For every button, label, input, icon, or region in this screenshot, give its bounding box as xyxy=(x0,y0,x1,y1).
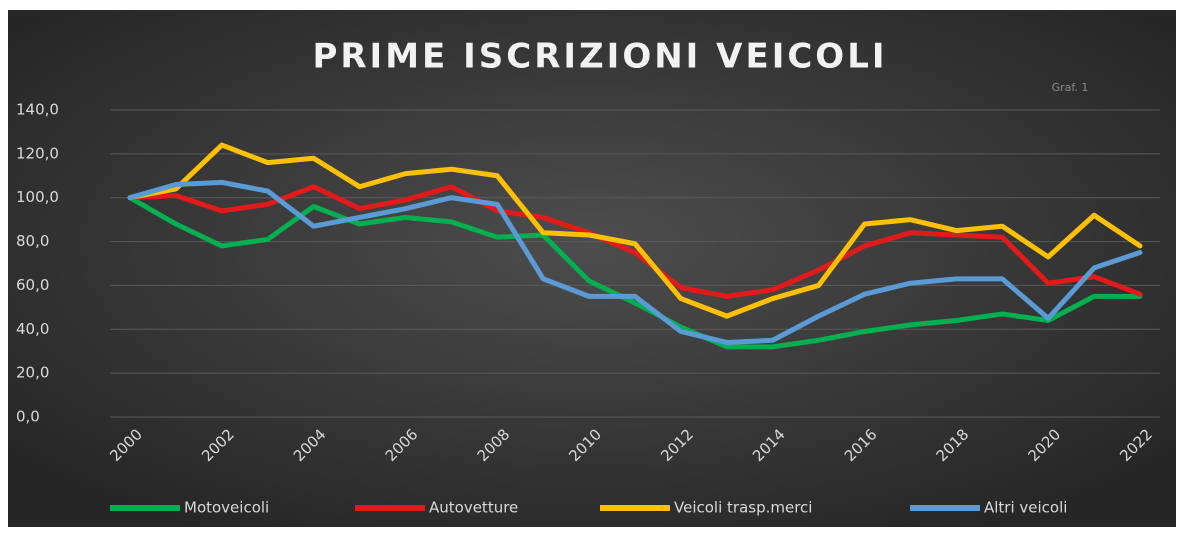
legend-label: Autovetture xyxy=(429,499,518,517)
chart-title: PRIME ISCRIZIONI VEICOLI xyxy=(312,37,887,77)
y-tick-label: 100,0 xyxy=(16,188,59,206)
y-tick-label: 40,0 xyxy=(16,320,49,338)
y-tick-label: 120,0 xyxy=(16,144,59,162)
line xyxy=(127,184,1143,299)
chart-background xyxy=(8,10,1176,527)
y-tick-label: 80,0 xyxy=(16,232,49,250)
y-tick-label: 0,0 xyxy=(16,408,40,426)
y-tick-label: 20,0 xyxy=(16,364,49,382)
legend-label: Veicoli trasp.merci xyxy=(674,499,812,517)
line xyxy=(127,142,1143,319)
legend-label: Motoveicoli xyxy=(184,499,269,517)
line xyxy=(127,179,1143,345)
annotation: Graf. 1 xyxy=(1052,81,1089,94)
y-tick-label: 140,0 xyxy=(16,101,59,119)
legend-label: Altri veicoli xyxy=(984,499,1067,517)
y-tick-label: 60,0 xyxy=(16,276,49,294)
